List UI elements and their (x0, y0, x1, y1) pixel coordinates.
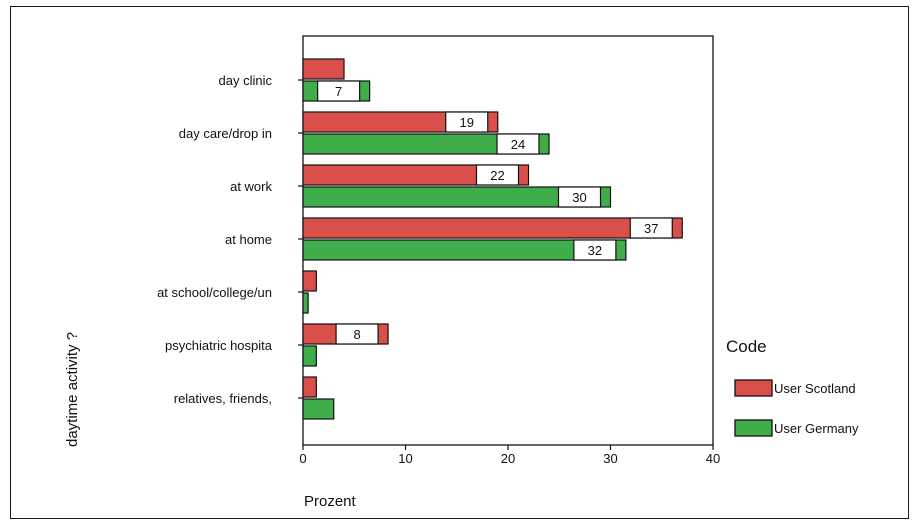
legend-swatch-scotland (734, 379, 773, 397)
data-label-box (496, 133, 540, 155)
data-label-box (445, 111, 489, 133)
x-tick-label-40: 40 (706, 451, 720, 466)
x-tick-label-30: 30 (603, 451, 617, 466)
bar-user-scotland-at-home (302, 217, 683, 239)
data-label-box (335, 323, 379, 345)
category-label-day-clinic: day clinic (219, 73, 273, 88)
x-axis-title: Prozent (304, 493, 357, 510)
bar-user-scotland-at-school-college-un (302, 270, 317, 292)
category-label-at-work: at work (230, 179, 272, 194)
category-label-at-home: at home (225, 232, 272, 247)
bar-user-germany-at-work (302, 186, 612, 208)
bar-user-germany-at-home (302, 239, 627, 261)
bar-user-germany-psychiatric-hospita (302, 345, 317, 367)
data-label-user-scotland-day-care-drop-in: 19 (460, 115, 474, 130)
data-label-user-germany-day-clinic: 7 (335, 84, 342, 99)
data-label-user-scotland-psychiatric-hospita: 8 (353, 327, 360, 342)
category-label-psychiatric-hospita: psychiatric hospita (165, 338, 273, 353)
legend-swatch-germany (734, 419, 773, 437)
category-label-at-school-college-un: at school/college/un (157, 285, 272, 300)
bar-user-germany-at-school-college-un (302, 292, 309, 314)
bar-user-germany-relatives-friends (302, 398, 335, 420)
legend-title: Code (726, 337, 767, 356)
category-label-relatives-friends: relatives, friends, (174, 391, 272, 406)
category-label-day-care-drop-in: day care/drop in (179, 126, 272, 141)
legend: Code User Scotland User Germany (726, 337, 859, 437)
bar-user-scotland-at-work (302, 164, 530, 186)
bar-user-scotland-relatives-friends (302, 376, 317, 398)
data-label-box (475, 164, 520, 186)
data-label-box (629, 217, 673, 239)
data-label-user-germany-day-care-drop-in: 24 (511, 137, 525, 152)
data-label-user-germany-at-home: 32 (588, 243, 602, 258)
data-labels-layer: 7 19 24 22 30 37 32 8 (317, 80, 673, 345)
bars-layer (302, 58, 683, 420)
data-label-box (557, 186, 602, 208)
data-label-box (573, 239, 617, 261)
category-labels: day clinic day care/drop in at work at home… (157, 73, 303, 406)
legend-label-scotland: User Scotland (774, 381, 856, 396)
data-label-user-scotland-at-home: 37 (644, 221, 658, 236)
chart-frame (10, 6, 909, 519)
data-label-box (317, 80, 361, 102)
bar-user-germany-day-care-drop-in (302, 133, 550, 155)
x-axis-ticks: 0 10 20 30 40 (299, 445, 720, 466)
x-tick-label-20: 20 (501, 451, 515, 466)
x-tick-label-10: 10 (398, 451, 412, 466)
data-label-user-scotland-at-work: 22 (490, 168, 504, 183)
bar-user-scotland-day-clinic (302, 58, 345, 80)
data-label-user-germany-at-work: 30 (572, 190, 586, 205)
legend-label-germany: User Germany (774, 421, 859, 436)
x-tick-label-0: 0 (299, 451, 306, 466)
y-axis-title: daytime activity ? (64, 332, 81, 447)
